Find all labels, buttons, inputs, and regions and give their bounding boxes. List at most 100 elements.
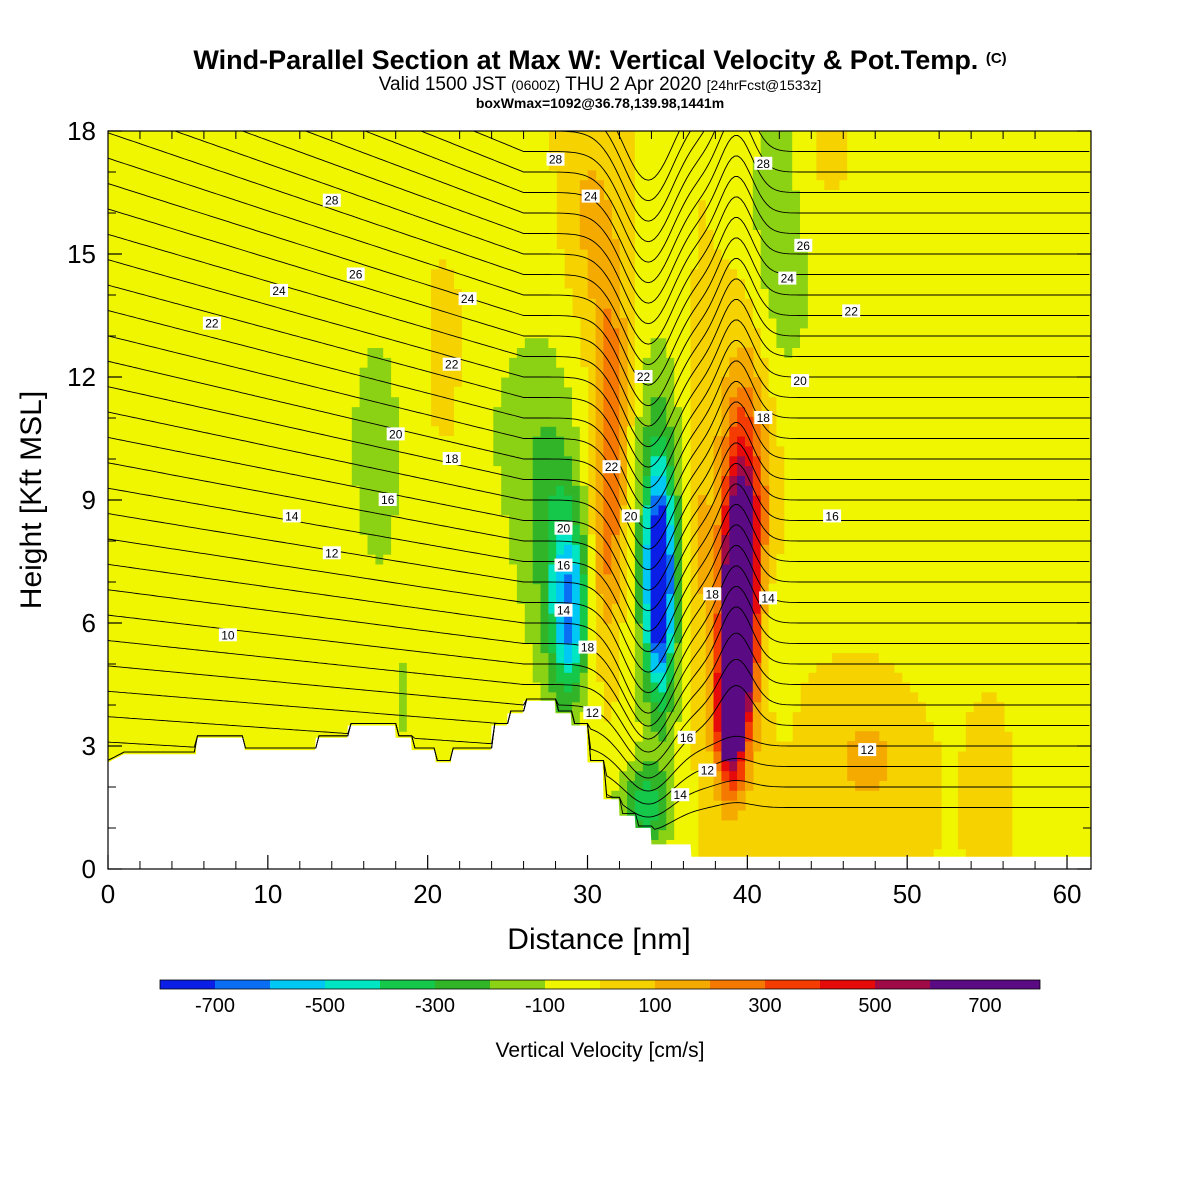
velocity-cell xyxy=(634,623,644,634)
velocity-cell xyxy=(713,662,722,673)
velocity-cell xyxy=(579,583,589,594)
velocity-cell xyxy=(627,564,636,575)
x-axis-title: Distance [nm] xyxy=(507,923,690,956)
velocity-cell xyxy=(108,642,534,654)
velocity-cell xyxy=(579,504,589,516)
velocity-cell xyxy=(572,504,581,516)
contour-label: 22 xyxy=(602,460,621,474)
velocity-cell xyxy=(666,603,675,614)
velocity-cell xyxy=(768,288,809,299)
velocity-cell xyxy=(595,367,605,378)
velocity-cell xyxy=(682,544,691,555)
velocity-cell xyxy=(650,613,667,624)
velocity-cell xyxy=(650,691,667,703)
velocity-cell xyxy=(752,209,801,221)
velocity-cell xyxy=(509,357,557,368)
velocity-cell xyxy=(650,504,660,516)
velocity-cell xyxy=(941,829,958,840)
velocity-cell xyxy=(674,691,683,703)
colorbar-tick-label: 300 xyxy=(748,995,781,1017)
contour-label: 26 xyxy=(794,238,813,253)
velocity-cell xyxy=(108,514,361,526)
velocity-cell xyxy=(666,800,675,811)
velocity-cell xyxy=(784,524,1091,535)
velocity-cell xyxy=(752,524,762,535)
theta-contour xyxy=(363,131,1090,284)
velocity-cell xyxy=(603,406,620,417)
velocity-cell xyxy=(752,652,762,663)
velocity-cell xyxy=(658,682,667,693)
velocity-cell xyxy=(721,406,730,417)
velocity-cell xyxy=(737,436,746,447)
velocity-cell xyxy=(729,426,754,437)
velocity-cell xyxy=(611,534,620,545)
velocity-cell xyxy=(564,613,573,624)
velocity-cell xyxy=(634,445,644,457)
velocity-cell xyxy=(713,750,722,762)
velocity-cell xyxy=(579,199,612,211)
colorbar-frame xyxy=(159,979,1041,990)
velocity-cell xyxy=(572,406,589,417)
velocity-cell xyxy=(595,514,605,526)
velocity-cell xyxy=(399,504,502,516)
velocity-cell xyxy=(634,239,699,250)
velocity-cell xyxy=(572,465,581,476)
contour-label-bg xyxy=(546,152,565,166)
velocity-cell xyxy=(650,583,667,594)
velocity-cell xyxy=(540,593,549,604)
velocity-cell xyxy=(784,514,1091,526)
velocity-cell xyxy=(768,701,801,713)
velocity-cell xyxy=(627,485,636,496)
velocity-cell xyxy=(579,180,604,191)
velocity-cell xyxy=(650,406,667,417)
velocity-cell xyxy=(682,613,691,624)
contour-label-bg xyxy=(698,763,717,777)
y-tick-label: 0 xyxy=(82,854,96,884)
velocity-cell xyxy=(752,436,762,447)
velocity-cell xyxy=(721,573,754,585)
contour-label-bg xyxy=(346,267,365,281)
velocity-cell xyxy=(650,534,667,545)
x-tick-label: 0 xyxy=(101,879,115,909)
velocity-cell xyxy=(713,554,722,565)
contour-label-bg xyxy=(677,730,696,744)
velocity-cell xyxy=(705,632,715,644)
velocity-cell xyxy=(666,495,675,506)
velocity-cell xyxy=(579,495,589,506)
velocity-cell xyxy=(752,603,762,614)
velocity-cell xyxy=(619,475,628,486)
velocity-cell xyxy=(705,691,715,703)
velocity-cell xyxy=(108,652,534,663)
velocity-cell xyxy=(760,445,770,457)
velocity-cell xyxy=(556,642,565,654)
velocity-cell xyxy=(603,445,620,457)
velocity-cell xyxy=(634,327,691,339)
velocity-cell xyxy=(760,249,809,260)
velocity-cell xyxy=(713,564,722,575)
velocity-cell xyxy=(666,544,675,555)
velocity-cell xyxy=(721,760,730,772)
velocity-cell xyxy=(760,495,770,506)
velocity-cell xyxy=(705,199,754,211)
velocity-cell xyxy=(666,455,675,467)
velocity-cell xyxy=(627,573,636,585)
velocity-cell xyxy=(650,347,667,358)
velocity-cell xyxy=(737,780,746,791)
velocity-cell xyxy=(674,672,683,683)
velocity-cell xyxy=(634,652,644,663)
velocity-cell xyxy=(721,750,738,762)
velocity-cell xyxy=(650,701,660,713)
velocity-cell xyxy=(642,652,652,663)
velocity-cell xyxy=(855,780,880,791)
velocity-cell xyxy=(579,514,589,526)
velocity-cell xyxy=(532,445,565,457)
velocity-cell xyxy=(682,406,691,417)
velocity-cell xyxy=(650,780,667,791)
contour-label-bg xyxy=(378,493,397,506)
velocity-cell xyxy=(745,750,754,762)
velocity-cell xyxy=(729,445,738,457)
contour-label-text: 10 xyxy=(221,628,235,642)
contour-label-bg xyxy=(442,357,461,371)
colorbar-swatch xyxy=(215,980,270,989)
velocity-cell xyxy=(768,662,817,673)
